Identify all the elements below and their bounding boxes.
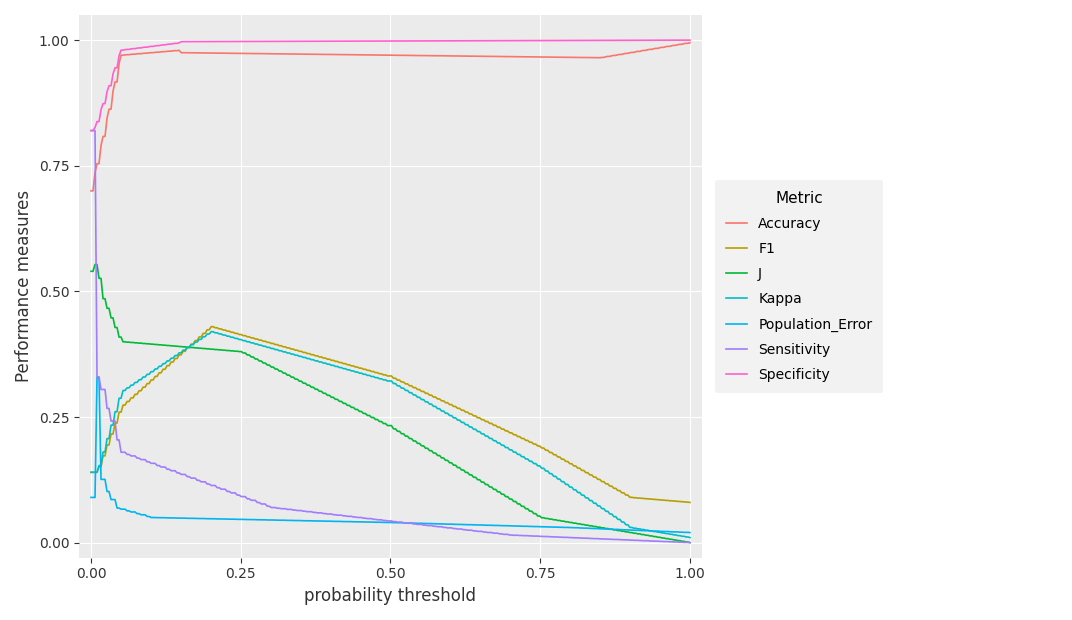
Sensitivity: [442, 524, 455, 531]
X-axis label: probability threshold: probability threshold: [304, 587, 476, 605]
J: [443, 459, 456, 466]
Population_Error: [91, 374, 104, 381]
Sensitivity: [684, 539, 697, 546]
Population_Error: [684, 529, 697, 536]
F1: [205, 323, 218, 330]
Specificity: [85, 127, 98, 135]
Specificity: [440, 37, 452, 45]
Accuracy: [87, 187, 100, 195]
Sensitivity: [590, 535, 602, 542]
Specificity: [451, 37, 464, 45]
Kappa: [87, 469, 100, 476]
Sensitivity: [440, 524, 452, 531]
Specificity: [684, 37, 697, 44]
Specificity: [442, 37, 455, 45]
Kappa: [592, 502, 605, 510]
Kappa: [453, 417, 466, 424]
Legend: Accuracy, F1, J, Kappa, Population_Error, Sensitivity, Specificity: Accuracy, F1, J, Kappa, Population_Error…: [715, 180, 883, 393]
F1: [443, 401, 456, 409]
Line: Specificity: Specificity: [91, 40, 690, 131]
Sensitivity: [85, 127, 98, 135]
Accuracy: [590, 54, 602, 61]
Line: Population_Error: Population_Error: [91, 378, 690, 533]
J: [85, 268, 98, 275]
Specificity: [590, 37, 602, 44]
J: [684, 539, 697, 546]
Population_Error: [629, 526, 642, 534]
F1: [453, 405, 466, 412]
Accuracy: [627, 48, 640, 56]
Population_Error: [592, 525, 605, 533]
F1: [684, 498, 697, 506]
Population_Error: [87, 494, 100, 501]
Line: F1: F1: [91, 327, 690, 502]
Line: Kappa: Kappa: [91, 332, 690, 538]
J: [453, 464, 466, 471]
F1: [629, 494, 642, 502]
Kappa: [442, 410, 455, 417]
F1: [87, 469, 100, 476]
Y-axis label: Performance measures: Performance measures: [15, 190, 33, 383]
Line: Accuracy: Accuracy: [91, 43, 690, 191]
Population_Error: [442, 520, 455, 528]
Kappa: [684, 534, 697, 541]
Accuracy: [442, 52, 455, 60]
F1: [85, 469, 98, 476]
Kappa: [629, 525, 642, 532]
Line: J: J: [91, 265, 690, 542]
Sensitivity: [627, 536, 640, 544]
Sensitivity: [451, 525, 464, 533]
J: [442, 456, 455, 464]
J: [592, 523, 605, 531]
Line: Sensitivity: Sensitivity: [91, 131, 690, 542]
Specificity: [87, 127, 100, 135]
Population_Error: [453, 521, 466, 528]
Specificity: [627, 37, 640, 44]
Sensitivity: [87, 127, 100, 135]
J: [87, 268, 100, 275]
Kappa: [85, 469, 98, 476]
Accuracy: [684, 39, 697, 46]
J: [629, 529, 642, 537]
Kappa: [205, 328, 218, 335]
J: [89, 261, 102, 268]
Population_Error: [443, 520, 456, 528]
Population_Error: [85, 494, 98, 501]
Accuracy: [85, 187, 98, 195]
Accuracy: [440, 52, 452, 60]
Accuracy: [451, 52, 464, 60]
F1: [442, 399, 455, 407]
F1: [592, 476, 605, 483]
Kappa: [443, 412, 456, 419]
